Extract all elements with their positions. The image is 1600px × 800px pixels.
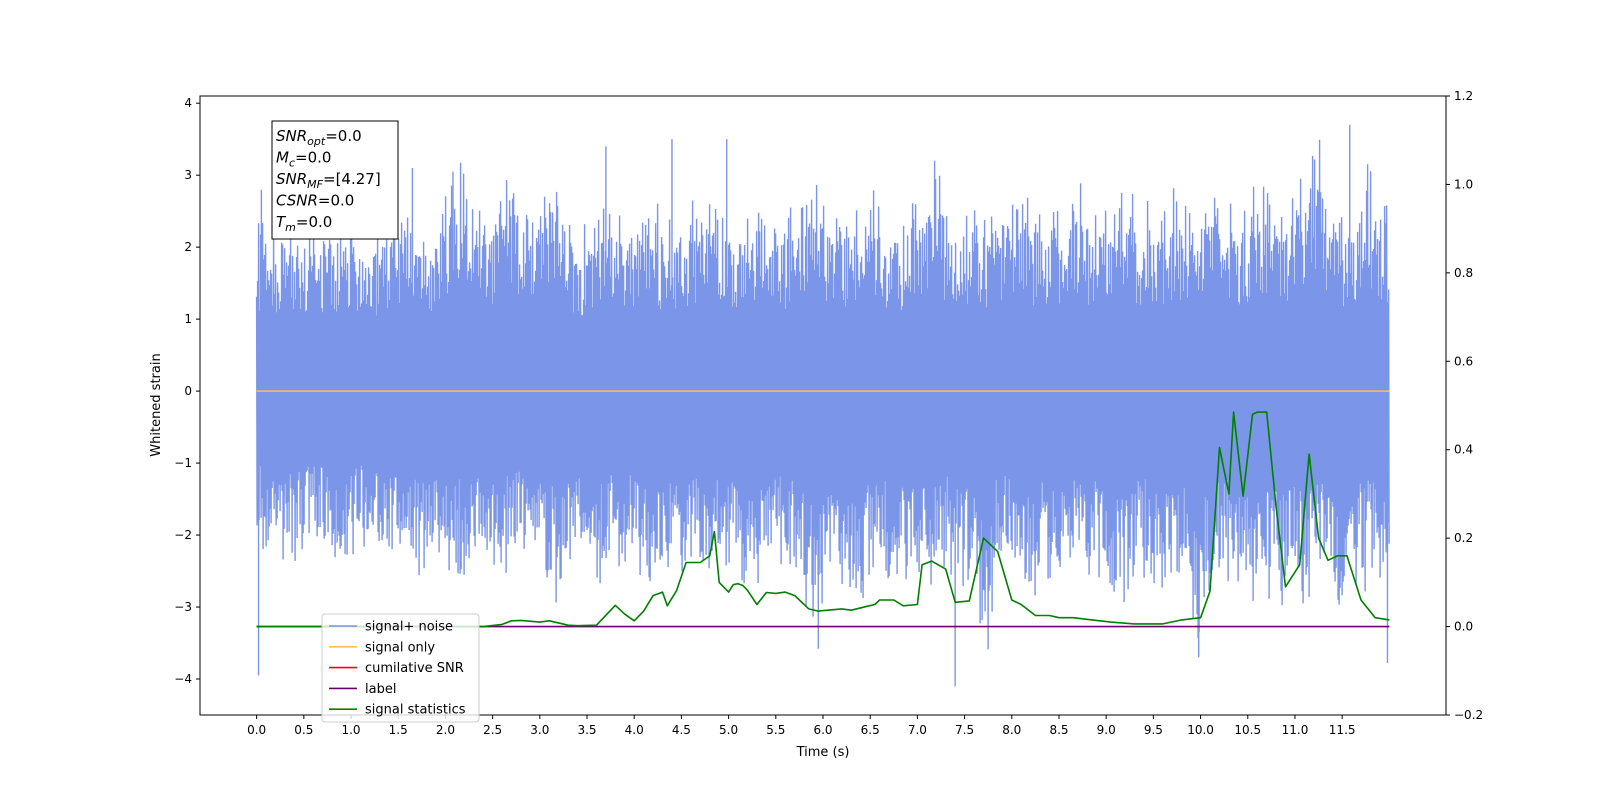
info-line: Mc=0.0 [276, 149, 331, 170]
x-tick-label: 6.0 [813, 723, 832, 737]
info-line: SNRMF=[4.27] [276, 170, 381, 191]
legend-label: cumilative SNR [365, 661, 464, 676]
x-tick-label: 10.5 [1234, 723, 1261, 737]
info-line: Tm=0.0 [276, 213, 332, 234]
x-tick-label: 8.0 [1002, 723, 1021, 737]
y-tick-label: −3 [174, 600, 192, 614]
series-signal-statistics [256, 411, 1390, 628]
info-line-subscript: c [289, 157, 295, 170]
y2-tick-label: 1.2 [1454, 89, 1473, 103]
x-tick-label: 10.0 [1187, 723, 1214, 737]
legend-frame [321, 613, 480, 723]
y-tick-label: −4 [174, 672, 192, 686]
x-tick-label: 11.0 [1282, 723, 1309, 737]
x-tick-label: 2.5 [483, 723, 502, 737]
x-tick-label: 4.5 [672, 723, 691, 737]
y-axis-left: 4 3 2 1 0 −1 −2 −3 −4 [174, 96, 200, 686]
info-line-value: =0.0 [296, 213, 332, 231]
x-tick-label: 2.0 [436, 723, 455, 737]
info-line-value: =0.0 [325, 127, 361, 145]
y2-tick-label: 0.6 [1454, 354, 1473, 368]
x-tick-label: 9.0 [1097, 723, 1116, 737]
legend: signal+ noise signal only cumilative SNR la… [321, 613, 480, 723]
y-axis-right: 1.2 1.0 0.8 0.6 0.4 0.2 0.0 −0.2 [1446, 89, 1483, 722]
x-tick-label: 3.5 [577, 723, 596, 737]
info-line: CSNR=0.0 [276, 192, 354, 210]
x-tick-label: 8.5 [1049, 723, 1068, 737]
info-line-subscript: m [285, 221, 296, 234]
y-tick-label: 2 [184, 240, 192, 254]
y2-tick-label: 0.2 [1454, 531, 1473, 545]
y2-tick-label: 0.0 [1454, 620, 1473, 634]
legend-label: signal only [365, 640, 435, 655]
legend-entries: signal+ noise signal only cumilative SNR la… [329, 620, 466, 718]
x-tick-label: 11.5 [1329, 723, 1356, 737]
y-axis-label: Whitened strain [149, 353, 164, 456]
x-tick-label: 7.5 [955, 723, 974, 737]
y-tick-label: 4 [184, 96, 192, 110]
info-line-value: =0.0 [295, 149, 331, 167]
x-tick-label: 3.0 [530, 723, 549, 737]
x-tick-label: 6.5 [861, 723, 880, 737]
x-axis: 0.0 0.5 1.0 1.5 2.0 2.5 3.0 3.5 4.0 4.5 5.0 5.5 6.0 6… [247, 715, 1356, 737]
plot-series [255, 124, 1390, 687]
x-tick-label: 9.5 [1144, 723, 1163, 737]
x-tick-label: 0.5 [294, 723, 313, 737]
y-tick-label: −2 [174, 528, 192, 542]
x-tick-label: 1.0 [341, 723, 360, 737]
legend-label: signal statistics [365, 703, 466, 718]
info-line-symbol: CSNR [276, 192, 318, 210]
info-line-symbol: SNR [276, 170, 307, 188]
info-line-value: =[4.27] [323, 170, 381, 188]
info-line-symbol: T [276, 213, 287, 231]
info-box: SNRopt=0.0Mc=0.0SNRMF=[4.27]CSNR=0.0Tm=0… [271, 120, 399, 240]
x-tick-label: 1.5 [389, 723, 408, 737]
x-tick-label: 0.0 [247, 723, 266, 737]
y-tick-label: −1 [174, 456, 192, 470]
y2-tick-label: 1.0 [1454, 177, 1473, 191]
info-box-lines: SNRopt=0.0Mc=0.0SNRMF=[4.27]CSNR=0.0Tm=0… [276, 127, 381, 234]
y-tick-label: 3 [184, 168, 192, 182]
info-line: SNRopt=0.0 [276, 127, 362, 148]
info-line-subscript: opt [307, 135, 326, 148]
info-line-symbol: SNR [276, 127, 307, 145]
legend-label: label [365, 682, 396, 697]
y2-tick-label: 0.8 [1454, 266, 1473, 280]
info-line-symbol: M [276, 149, 289, 167]
x-tick-label: 5.0 [719, 723, 738, 737]
info-line-subscript: MF [307, 178, 323, 191]
x-tick-label: 4.0 [625, 723, 644, 737]
x-tick-label: 5.5 [766, 723, 785, 737]
x-axis-label: Time (s) [796, 745, 850, 760]
y-tick-label: 0 [184, 384, 192, 398]
legend-label: signal+ noise [365, 620, 453, 635]
info-box-frame [271, 120, 399, 240]
x-tick-label: 7.0 [908, 723, 927, 737]
y2-tick-label: −0.2 [1454, 708, 1483, 722]
y-tick-label: 1 [184, 312, 192, 326]
info-line-value: =0.0 [318, 192, 354, 210]
y2-tick-label: 0.4 [1454, 443, 1473, 457]
series-signal-noise [255, 139, 1390, 650]
